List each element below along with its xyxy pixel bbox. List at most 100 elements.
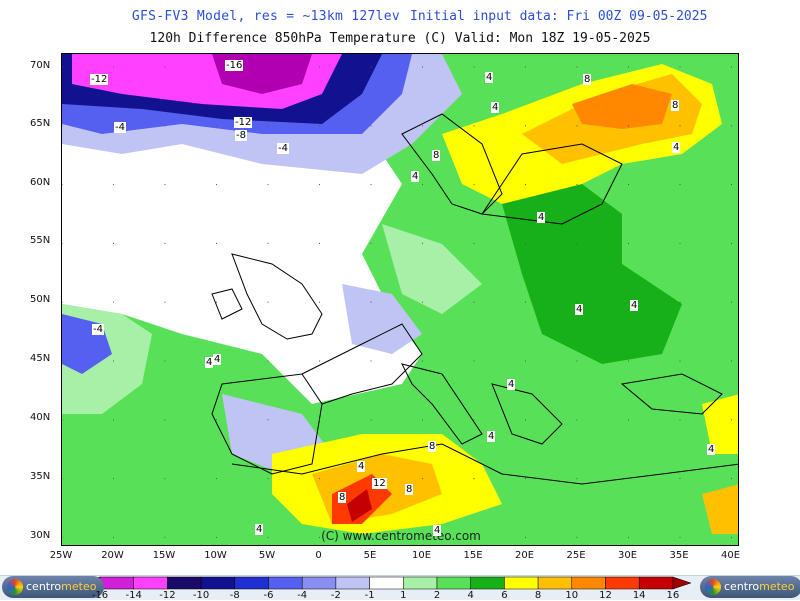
coastline-black-sea <box>620 373 723 415</box>
graticule-dot <box>628 478 629 480</box>
lon-tick-label: 15E <box>463 550 483 561</box>
legend-value: 4 <box>467 590 474 601</box>
graticule-dot <box>216 242 217 244</box>
graticule <box>62 66 732 538</box>
centrometeo-logo-left[interactable]: centrometeo <box>2 576 105 598</box>
graticule-dot <box>576 419 578 421</box>
legend-value: -10 <box>192 590 210 601</box>
legend-value: 2 <box>433 590 441 601</box>
contour-label: -4 <box>92 324 104 335</box>
graticule-dot <box>525 184 526 186</box>
graticule-dot <box>164 536 166 538</box>
graticule-dot <box>731 66 732 68</box>
graticule-dot <box>628 301 629 303</box>
contour-label: 12 <box>372 478 387 489</box>
graticule-dot <box>525 66 526 68</box>
graticule-dot <box>473 478 475 480</box>
lon-tick-label: 25E <box>566 550 586 561</box>
lat-tick-label: 55N <box>30 235 51 246</box>
contour-label: 4 <box>205 357 214 368</box>
contour-label: 8 <box>405 484 414 495</box>
graticule-dot <box>370 419 372 421</box>
graticule-dot <box>576 66 578 68</box>
contour-label: 8 <box>583 74 592 85</box>
graticule-dot <box>628 419 629 421</box>
legend-swatch <box>133 576 168 590</box>
graticule-dot <box>62 536 63 538</box>
graticule-dot <box>370 478 372 480</box>
graticule-dot <box>62 125 63 127</box>
light-green-zone-central <box>382 224 482 314</box>
contour-label: -16 <box>225 60 244 71</box>
legend-swatch <box>638 576 674 590</box>
logo-left-text: centro <box>26 580 62 593</box>
graticule-dot <box>113 419 114 421</box>
warm-zone-levant-south <box>702 484 738 534</box>
graticule-dot <box>62 66 63 68</box>
graticule-dot <box>422 242 423 244</box>
graticule-dot <box>164 184 166 186</box>
lat-tick-label: 40N <box>30 412 51 423</box>
legend-swatch <box>200 576 236 590</box>
graticule-dot <box>473 66 475 68</box>
graticule-dot <box>62 242 63 244</box>
graticule-dot <box>164 419 166 421</box>
contour-label: 4 <box>491 102 500 113</box>
legend-swatch <box>403 576 438 590</box>
graticule-dot <box>319 360 320 362</box>
graticule-dot <box>370 184 372 186</box>
graticule-dot <box>473 301 475 303</box>
graticule-dot <box>164 242 166 244</box>
graticule-dot <box>319 242 320 244</box>
legend-swatch <box>335 576 370 590</box>
graticule-dot <box>679 66 681 68</box>
graticule-dot <box>731 184 732 186</box>
graticule-dot <box>370 66 372 68</box>
graticule-dot <box>525 125 526 127</box>
graticule-dot <box>113 242 114 244</box>
graticule-dot <box>164 478 166 480</box>
centrometeo-logo-right[interactable]: centrometeo <box>700 576 800 598</box>
cool-zone-central <box>342 284 422 354</box>
legend-swatch <box>234 576 269 590</box>
legend-arrow-right <box>672 576 692 590</box>
graticule-dot <box>62 419 63 421</box>
legend-value: 8 <box>534 590 542 601</box>
legend-value: -1 <box>364 590 375 601</box>
temperature-difference-map <box>62 54 738 545</box>
contour-label: 4 <box>672 142 681 153</box>
lat-tick-label: 50N <box>30 294 51 305</box>
map-frame: (C) www.centrometeo.com -12 -16 -12 -4 -8 -4 -… <box>61 53 739 546</box>
coastline-north-africa <box>231 443 738 485</box>
legend-value: -16 <box>91 590 109 601</box>
graticule-dot <box>679 242 681 244</box>
graticule-dot <box>267 478 269 480</box>
lon-tick-label: 20E <box>514 550 535 561</box>
graticule-dot <box>576 301 578 303</box>
graticule-dot <box>525 478 526 480</box>
graticule-dot <box>525 301 526 303</box>
map-credit: (C) www.centrometeo.com <box>321 529 481 543</box>
contour-label: 4 <box>707 444 716 455</box>
graticule-dot <box>628 66 629 68</box>
legend-swatch <box>571 576 606 590</box>
graticule-dot <box>731 536 732 538</box>
graticule-dot <box>473 125 475 127</box>
graticule-dot <box>731 478 732 480</box>
graticule-dot <box>525 536 526 538</box>
graticule-dot <box>113 66 114 68</box>
legend-value: 12 <box>599 590 612 601</box>
legend-value: -8 <box>229 590 240 601</box>
graticule-dot <box>370 360 372 362</box>
lon-tick-label: 40E <box>720 550 741 561</box>
graticule-dot <box>576 478 578 480</box>
graticule-dot <box>164 360 166 362</box>
contour-label: -4 <box>277 143 289 154</box>
legend-value: 6 <box>501 590 508 601</box>
contour-label: 4 <box>433 525 442 536</box>
graticule-dot <box>731 419 732 421</box>
warm-zone-levant-north <box>702 394 738 454</box>
graticule-dot <box>628 360 629 362</box>
graticule-dot <box>319 478 320 480</box>
legend-swatch <box>369 576 404 590</box>
